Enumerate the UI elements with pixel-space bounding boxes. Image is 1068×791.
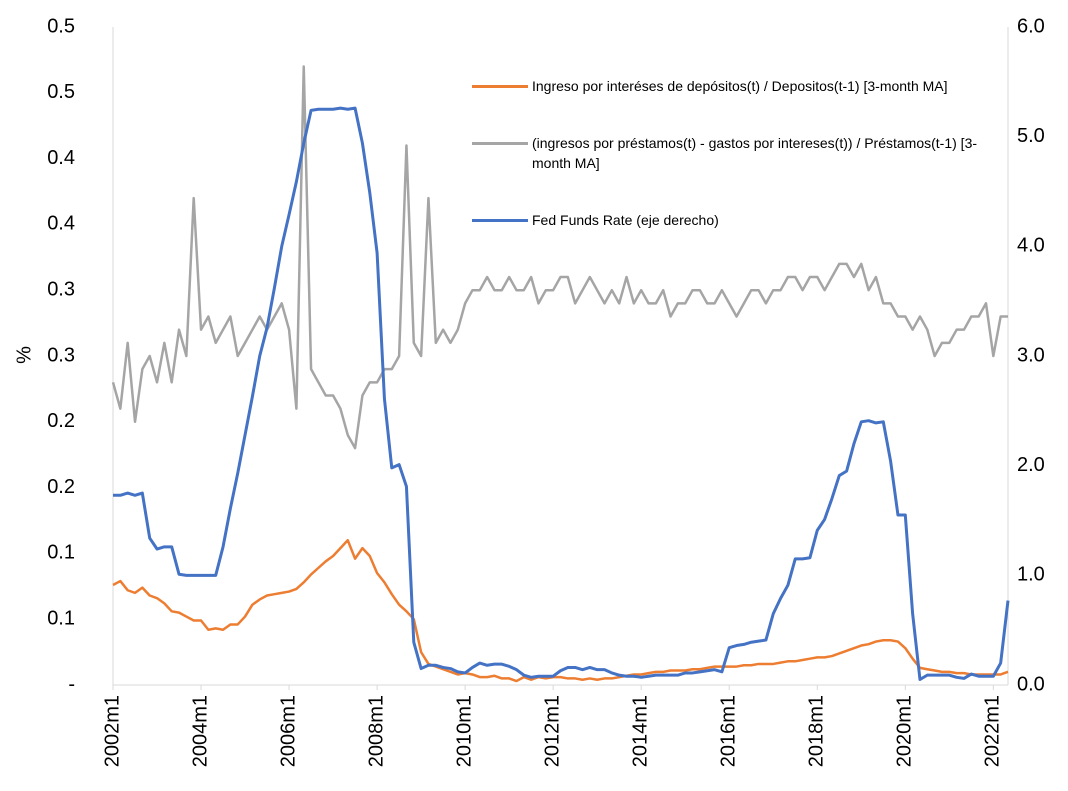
y-axis-label: % (13, 346, 35, 364)
x-tick-label: 2016m1 (718, 695, 740, 767)
y2-tick-label: 4.0 (1017, 235, 1045, 257)
x-tick-label: 2022m1 (982, 695, 1004, 767)
x-tick-label: 2014m1 (629, 695, 651, 767)
x-tick-label: 2002m1 (101, 695, 123, 767)
y-tick-label: 0.5 (47, 15, 75, 37)
y2-tick-label: 6.0 (1017, 15, 1045, 37)
y-tick-label: 0.2 (47, 476, 75, 498)
y2-tick-label: 1.0 (1017, 564, 1045, 586)
series-line (113, 106, 1010, 682)
legend-label: (ingresos por préstamos(t) - gastos por … (532, 135, 978, 171)
x-tick-label: 2018m1 (806, 695, 828, 767)
x-tick-label: 2020m1 (894, 695, 916, 767)
x-tick-label: 2004m1 (189, 695, 211, 767)
y-tick-label: 0.2 (47, 410, 75, 432)
y-tick-label: 0.4 (47, 147, 75, 169)
series-line (112, 538, 1009, 683)
series-line (111, 65, 1008, 450)
y2-tick-label: 0.0 (1017, 673, 1045, 695)
y-tick-label: - (68, 673, 75, 695)
y-tick-label: 0.3 (47, 278, 75, 300)
legend-swatch (472, 142, 528, 145)
legend: Ingreso por interéses de depósitos(t) / … (472, 76, 992, 267)
x-tick-label: 2008m1 (365, 695, 387, 767)
legend-swatch (472, 219, 528, 222)
x-tick-label: 2010m1 (453, 695, 475, 767)
legend-label: Ingreso por interéses de depósitos(t) / … (532, 78, 948, 94)
y-tick-label: 0.1 (47, 542, 75, 564)
legend-label: Fed Funds Rate (eje derecho) (532, 212, 719, 228)
y2-tick-label: 3.0 (1017, 344, 1045, 366)
legend-item: (ingresos por préstamos(t) - gastos por … (472, 133, 992, 173)
y-tick-label: 0.1 (47, 607, 75, 629)
y-tick-label: 0.5 (47, 81, 75, 103)
y-tick-label: 0.4 (47, 213, 75, 235)
legend-swatch (472, 85, 528, 88)
x-tick-label: 2012m1 (541, 695, 563, 767)
legend-item: Ingreso por interéses de depósitos(t) / … (472, 76, 992, 96)
y2-tick-label: 2.0 (1017, 454, 1045, 476)
y-tick-label: 0.3 (47, 344, 75, 366)
legend-item: Fed Funds Rate (eje derecho) (472, 210, 992, 230)
x-tick-label: 2006m1 (277, 695, 299, 767)
y2-tick-label: 5.0 (1017, 125, 1045, 147)
